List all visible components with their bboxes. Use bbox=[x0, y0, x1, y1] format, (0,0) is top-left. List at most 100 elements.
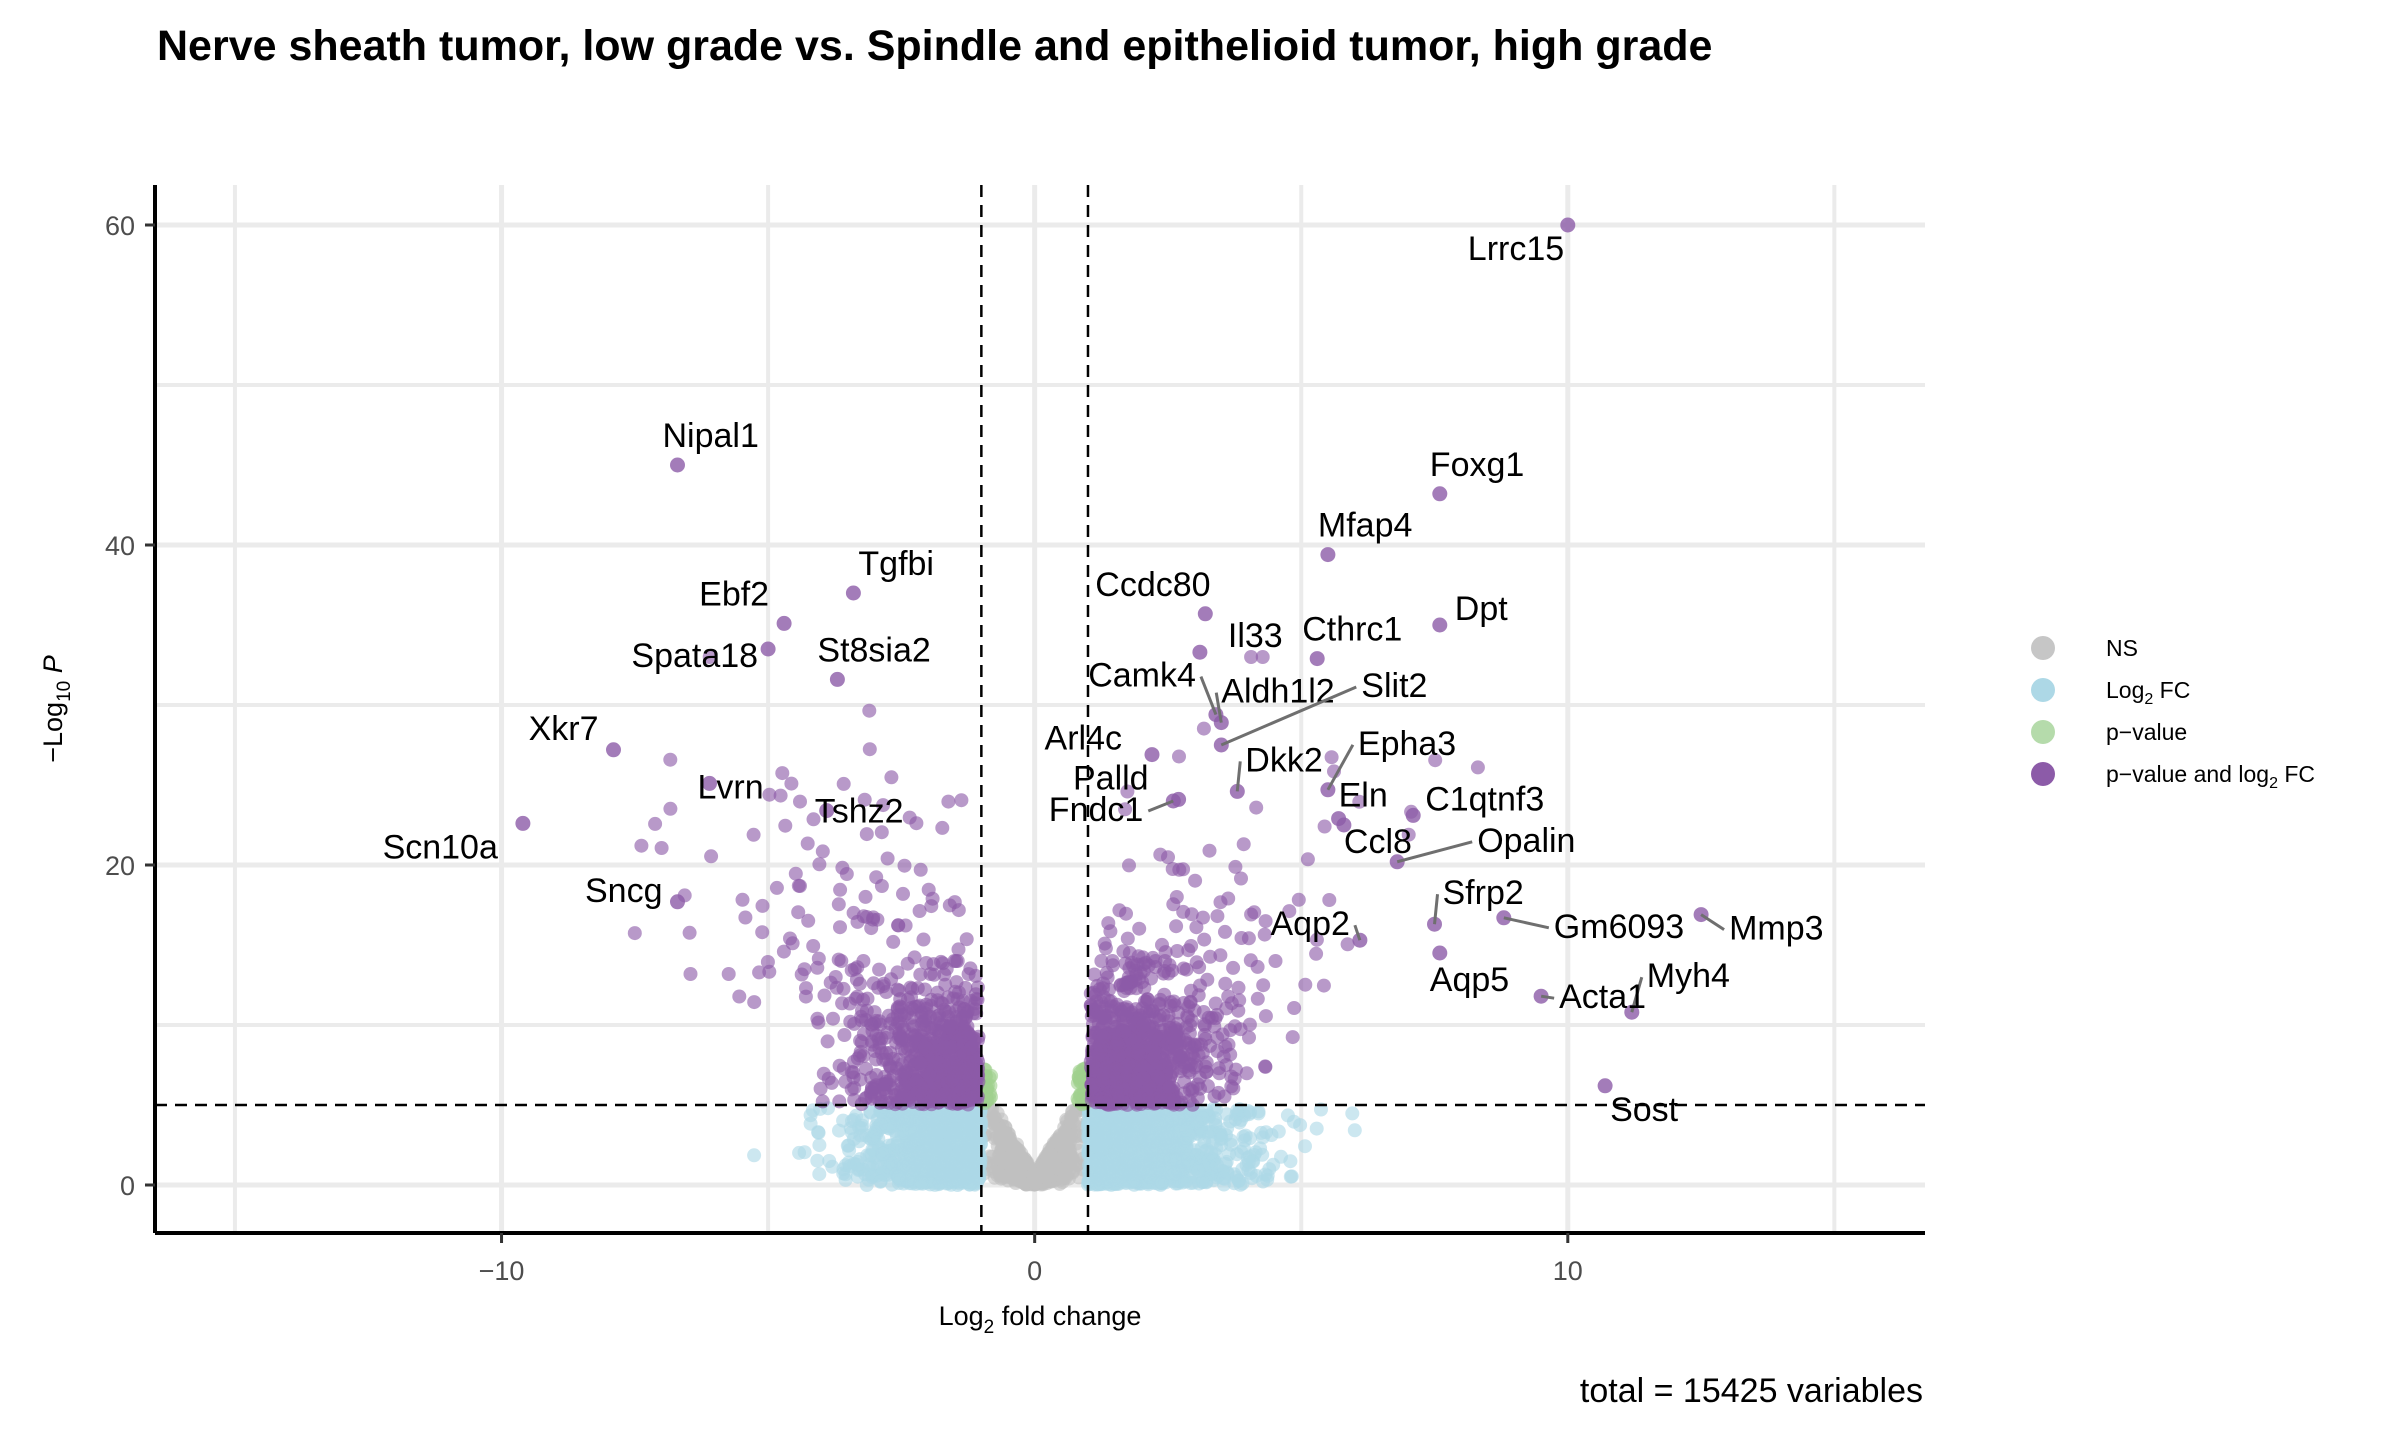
data-point bbox=[1105, 954, 1120, 968]
data-point bbox=[867, 1125, 882, 1140]
data-point bbox=[918, 1040, 932, 1055]
data-point bbox=[813, 1081, 828, 1096]
data-point bbox=[1096, 990, 1111, 1004]
data-point bbox=[959, 932, 974, 947]
data-point bbox=[1177, 1136, 1192, 1151]
data-point bbox=[1112, 1140, 1127, 1154]
data-point bbox=[1132, 921, 1147, 936]
data-point bbox=[1217, 1089, 1232, 1104]
data-point bbox=[1087, 967, 1102, 982]
data-point bbox=[943, 1156, 958, 1171]
data-point bbox=[915, 1176, 930, 1191]
data-point bbox=[904, 1001, 919, 1015]
data-point bbox=[902, 810, 917, 825]
data-point bbox=[873, 1174, 888, 1189]
data-point bbox=[896, 886, 910, 901]
data-point bbox=[1214, 1138, 1229, 1152]
data-point bbox=[1013, 1174, 1028, 1189]
data-point bbox=[1284, 1169, 1299, 1184]
data-point bbox=[746, 827, 761, 842]
data-point bbox=[862, 742, 877, 757]
data-point bbox=[1072, 1064, 1087, 1079]
data-point bbox=[1218, 1039, 1233, 1054]
data-point bbox=[1470, 760, 1485, 775]
data-point bbox=[941, 794, 956, 809]
data-point bbox=[926, 1112, 940, 1126]
data-point bbox=[872, 962, 887, 977]
data-point bbox=[931, 1125, 946, 1140]
data-point bbox=[1121, 1129, 1136, 1144]
data-point bbox=[1112, 1109, 1126, 1124]
data-point bbox=[1210, 1008, 1224, 1022]
data-point bbox=[850, 1157, 865, 1172]
data-point bbox=[902, 1122, 917, 1136]
data-point bbox=[990, 1138, 1005, 1153]
data-point bbox=[913, 1056, 928, 1071]
data-point bbox=[1166, 897, 1181, 912]
data-point bbox=[1345, 1106, 1360, 1121]
data-point bbox=[1226, 1081, 1241, 1096]
data-point bbox=[815, 1094, 830, 1109]
data-point bbox=[1268, 954, 1283, 968]
data-point bbox=[1185, 1097, 1200, 1112]
data-point bbox=[747, 1148, 762, 1163]
data-point bbox=[1309, 1121, 1324, 1136]
grid-lines bbox=[155, 185, 1925, 1233]
data-point bbox=[1241, 1155, 1256, 1170]
data-point bbox=[1243, 1105, 1258, 1120]
data-point bbox=[1104, 1160, 1119, 1175]
data-point bbox=[857, 792, 872, 807]
data-point bbox=[844, 1125, 859, 1140]
data-point bbox=[1142, 1080, 1157, 1095]
data-point bbox=[1237, 1133, 1252, 1148]
data-point bbox=[1185, 1081, 1200, 1096]
data-point bbox=[883, 1059, 898, 1074]
data-point bbox=[890, 965, 905, 980]
data-point bbox=[930, 993, 945, 1008]
data-point bbox=[865, 1080, 879, 1095]
data-point bbox=[1244, 650, 1259, 664]
data-point bbox=[817, 988, 832, 1003]
data-point bbox=[721, 967, 736, 981]
data-point bbox=[1347, 1123, 1362, 1138]
data-point bbox=[704, 849, 719, 864]
data-point bbox=[1063, 1114, 1078, 1129]
data-point bbox=[1239, 1066, 1254, 1081]
data-point bbox=[1227, 1176, 1242, 1191]
data-point bbox=[1231, 980, 1246, 995]
data-point bbox=[1028, 1176, 1043, 1191]
data-point bbox=[951, 1174, 966, 1189]
data-point bbox=[806, 939, 821, 953]
data-point bbox=[1293, 1118, 1308, 1133]
data-point bbox=[799, 981, 813, 996]
data-point bbox=[797, 1145, 812, 1160]
data-point bbox=[912, 904, 927, 918]
data-point bbox=[1298, 977, 1313, 992]
data-point bbox=[908, 1156, 923, 1170]
data-point bbox=[1226, 960, 1241, 975]
data-point bbox=[970, 980, 985, 995]
data-point bbox=[1162, 1092, 1177, 1107]
data-point bbox=[1000, 1130, 1015, 1145]
data-point bbox=[1231, 1105, 1246, 1120]
data-point bbox=[853, 1072, 868, 1087]
data-point bbox=[773, 788, 788, 803]
data-point bbox=[1207, 1089, 1222, 1104]
data-point bbox=[1159, 1114, 1174, 1129]
data-point bbox=[1255, 1147, 1270, 1162]
data-point bbox=[874, 825, 889, 840]
data-point bbox=[1073, 1074, 1087, 1089]
data-point bbox=[942, 1055, 957, 1070]
data-point bbox=[1128, 1075, 1143, 1090]
data-point bbox=[1061, 1127, 1075, 1142]
data-point bbox=[965, 1090, 980, 1105]
data-point bbox=[913, 967, 928, 982]
data-point bbox=[810, 1153, 825, 1168]
data-point bbox=[1111, 1085, 1125, 1100]
data-point bbox=[1179, 1122, 1194, 1137]
data-point bbox=[949, 1127, 963, 1142]
data-point bbox=[1283, 1154, 1298, 1169]
data-point bbox=[1222, 1147, 1237, 1162]
data-point bbox=[894, 1057, 909, 1072]
data-point bbox=[917, 982, 932, 997]
